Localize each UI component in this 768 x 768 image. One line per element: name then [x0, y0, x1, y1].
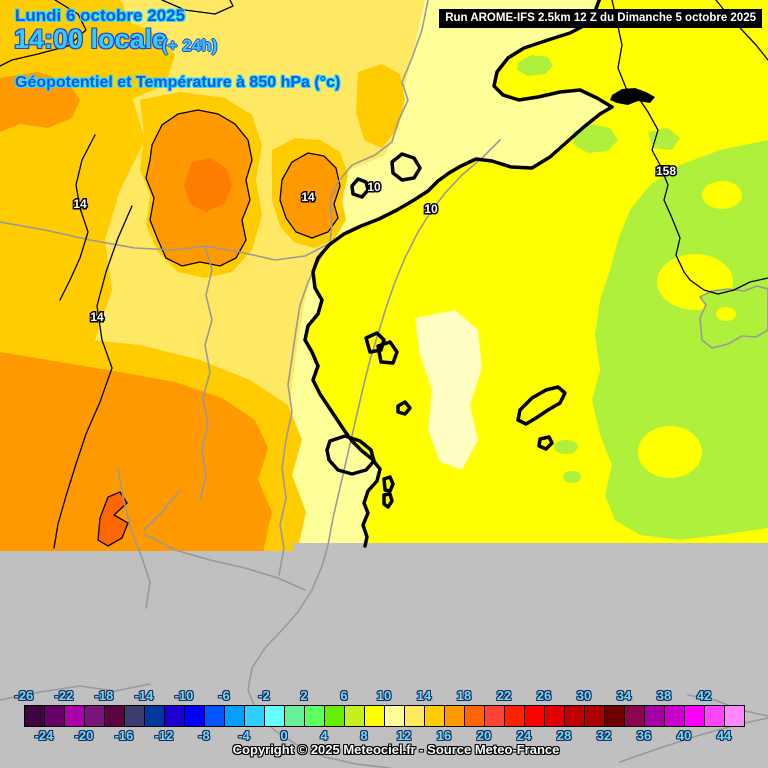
scale-cell — [185, 706, 205, 726]
copyright-text: Copyright © 2025 Meteociel.fr - Source M… — [232, 742, 560, 757]
scale-cell — [605, 706, 625, 726]
scale-cell — [545, 706, 565, 726]
scale-cell — [225, 706, 245, 726]
map-label-14-a: 14 — [73, 197, 87, 211]
scale-cell — [525, 706, 545, 726]
scale-cell — [105, 706, 125, 726]
temperature-scale-bar — [24, 705, 745, 727]
mallorca-yellow-spot — [716, 307, 736, 321]
forecast-offset-label: (+ 24h) — [162, 36, 218, 55]
map-label-158: 158 — [656, 164, 676, 178]
scale-cell — [365, 706, 385, 726]
scale-cell — [405, 706, 425, 726]
scale-cell — [165, 706, 185, 726]
scale-cell — [25, 706, 45, 726]
scale-cell — [385, 706, 405, 726]
scale-cell — [65, 706, 85, 726]
parameter-title: Géopotentiel et Température à 850 hPa (°… — [15, 74, 341, 91]
scale-cell — [465, 706, 485, 726]
map-label-10-a: 10 — [367, 180, 381, 194]
scale-cell — [485, 706, 505, 726]
scale-cell — [265, 706, 285, 726]
pale-cream-patch — [415, 310, 482, 470]
contour-labels: 14 14 14 10 10 158 — [72, 163, 678, 326]
scale-cell — [425, 706, 445, 726]
nodata-region-right — [293, 543, 768, 768]
scale-cell — [705, 706, 725, 726]
scale-cell — [665, 706, 685, 726]
scale-cell — [345, 706, 365, 726]
scale-cell — [125, 706, 145, 726]
scale-cell — [285, 706, 305, 726]
scale-cell — [325, 706, 345, 726]
scale-cell — [305, 706, 325, 726]
scale-cell — [625, 706, 645, 726]
map-label-14-b: 14 — [301, 190, 315, 204]
scale-cell — [585, 706, 605, 726]
scale-cell — [145, 706, 165, 726]
map-label-10-b: 10 — [424, 202, 438, 216]
scale-cell — [445, 706, 465, 726]
scale-cell — [565, 706, 585, 726]
scale-cell — [645, 706, 665, 726]
scale-cell — [505, 706, 525, 726]
scale-cell — [245, 706, 265, 726]
map-label-14-c: 14 — [90, 310, 104, 324]
isotherm-10 — [303, 0, 614, 548]
scale-cell — [685, 706, 705, 726]
scale-cell — [725, 706, 744, 726]
model-run-badge: Run AROME-IFS 2.5km 12 Z du Dimanche 5 o… — [439, 9, 762, 28]
scale-cell — [85, 706, 105, 726]
local-time-label: 14:00 locale — [14, 24, 168, 54]
thin-contours — [0, 0, 768, 549]
nodata-region-left — [0, 551, 293, 768]
warm-patches — [0, 8, 405, 557]
scale-cell — [205, 706, 225, 726]
date-label: Lundi 6 octobre 2025 — [15, 6, 186, 25]
isotherm-blob — [610, 88, 655, 105]
scale-cell — [45, 706, 65, 726]
green-patches — [517, 55, 768, 540]
